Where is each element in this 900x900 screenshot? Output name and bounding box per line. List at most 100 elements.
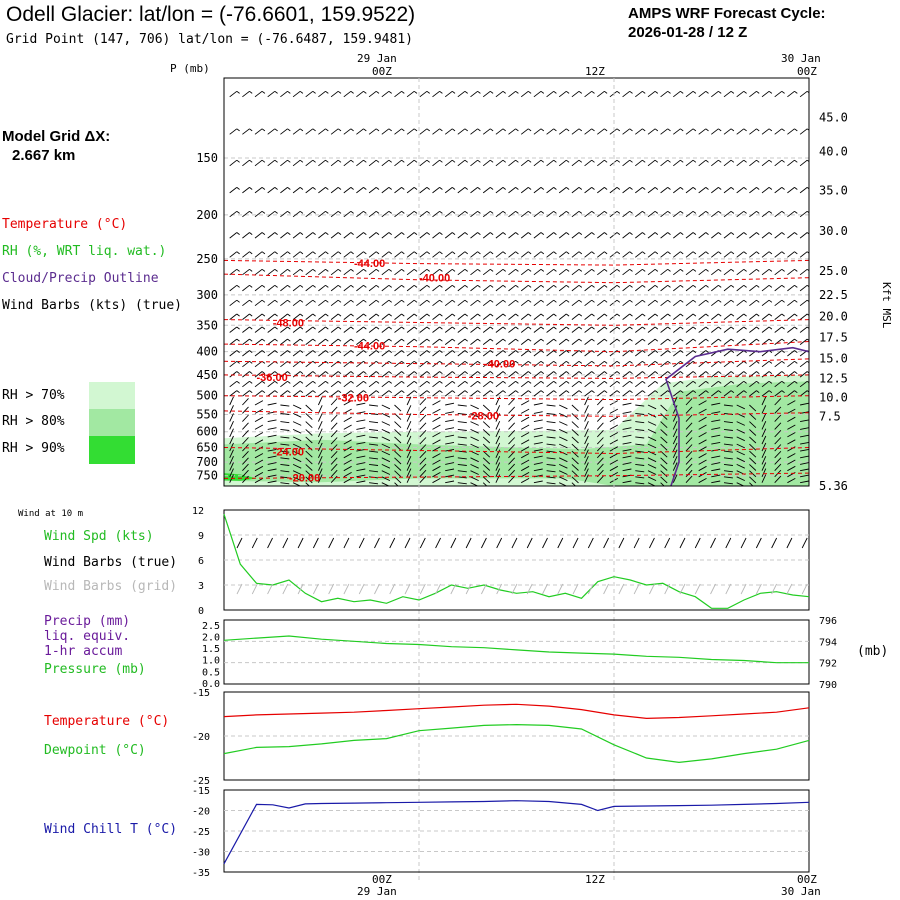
wind-barb	[292, 463, 302, 469]
wind-barb-feather	[249, 268, 253, 272]
wind-barb-feather	[325, 338, 329, 342]
wind-barb-feather	[236, 390, 240, 394]
wind-barb	[723, 159, 732, 167]
wind-barb-feather	[312, 232, 316, 235]
wind-barb	[317, 442, 323, 452]
wind-barb	[368, 326, 377, 333]
wind-barb	[508, 398, 516, 406]
wind-barb-true	[740, 537, 747, 549]
wind-barb-feather	[261, 380, 266, 384]
wind-barb	[368, 159, 377, 167]
wind-barb-feather	[566, 251, 570, 255]
top-date-1: 29 Jan	[357, 52, 397, 65]
wind-barb	[242, 284, 250, 292]
wind-barb	[559, 470, 568, 475]
wind-barb-feather	[401, 90, 405, 94]
wind-barb	[609, 128, 618, 135]
pressure-tick-label: 750	[196, 469, 218, 483]
wind-barb	[698, 380, 707, 388]
wind-barb-feather	[705, 390, 709, 394]
wind-barb	[305, 232, 314, 239]
wind-barb-feather	[413, 350, 418, 353]
wind-barb	[533, 338, 542, 345]
temp-tick: -20	[192, 732, 210, 743]
wind-barb	[736, 313, 745, 320]
wind-barb-feather	[439, 232, 443, 235]
temp-tick: -25	[192, 776, 210, 787]
wind-barb-feather	[566, 360, 570, 364]
wind-barb	[685, 284, 694, 292]
wind-barb-feather	[781, 390, 785, 394]
wind-barb-feather	[452, 299, 456, 303]
wind-barb	[495, 435, 501, 445]
wind-barb	[736, 128, 745, 135]
wind-barb	[482, 187, 491, 194]
wind-barb-feather	[515, 326, 519, 330]
wind-barb-feather	[566, 159, 570, 163]
wind-barb-feather	[642, 299, 646, 303]
wind-barb	[267, 210, 276, 218]
wind-barb-feather	[299, 350, 304, 353]
wind-barb-feather	[325, 390, 329, 394]
bottom-time-00z-b: 00Z	[797, 873, 817, 886]
wind-barb-feather	[781, 371, 785, 375]
wind-barb	[292, 436, 302, 442]
wind-barb-feather	[667, 251, 671, 255]
wind-barb-grid	[297, 583, 304, 595]
wind-barb	[267, 380, 276, 388]
wind-barb	[622, 434, 632, 438]
wind-barb-feather	[375, 313, 380, 317]
wind-barb-feather	[439, 128, 443, 132]
wind-barb-feather	[287, 390, 291, 394]
wind-barb-feather	[654, 299, 659, 303]
wind-barb	[660, 350, 668, 357]
wind-barb	[647, 299, 656, 307]
wind-barb	[432, 128, 440, 135]
wind-barb-feather	[768, 284, 773, 288]
wind-barb-feather	[490, 390, 494, 394]
wind-barb	[774, 437, 782, 445]
wind-barb-feather	[692, 338, 697, 342]
wind-barb-feather	[401, 371, 405, 375]
wind-barb	[584, 313, 592, 320]
wind-barb-feather	[413, 251, 418, 255]
wind-barb	[343, 268, 352, 276]
wind-barb	[381, 128, 390, 135]
wind-barb-feather	[781, 251, 785, 255]
wind-barb	[520, 128, 529, 135]
wind-barb	[482, 371, 491, 378]
wind-barb	[800, 474, 809, 478]
wind-barb	[267, 455, 277, 459]
wind-barb	[457, 299, 466, 307]
wind-barb-feather	[477, 371, 481, 375]
wind-barb	[723, 90, 732, 98]
wind-barb	[457, 371, 466, 378]
wind-barb	[799, 380, 808, 388]
wind-barb	[660, 251, 668, 258]
wind-barb-feather	[439, 268, 443, 272]
wind-barb-true	[236, 537, 243, 549]
wind-barb	[533, 128, 542, 135]
wind-barb-feather	[502, 232, 506, 235]
wind-barb	[685, 469, 693, 478]
wind-barb-feather	[515, 232, 519, 235]
wind-barb	[698, 424, 707, 430]
wind-barb	[558, 371, 567, 378]
wind-barb-feather	[312, 159, 316, 163]
wind-barb	[723, 210, 732, 218]
wind-barb-feather	[540, 232, 545, 235]
wind-barb	[571, 350, 580, 357]
wind-barb-feather	[452, 210, 456, 214]
wind-barb-feather	[616, 390, 621, 394]
wind-barb	[470, 457, 479, 463]
wind-barb	[723, 128, 732, 135]
wind-barb	[368, 268, 377, 276]
wind-barb	[457, 232, 466, 239]
wind-barb-feather	[236, 371, 240, 375]
wind-barb-feather	[515, 268, 519, 272]
wind-barb-feather	[388, 326, 392, 330]
wind-barb	[622, 480, 632, 484]
wind-barb	[647, 436, 657, 442]
wind-barb-feather	[794, 338, 798, 342]
wind-barb	[457, 350, 466, 357]
